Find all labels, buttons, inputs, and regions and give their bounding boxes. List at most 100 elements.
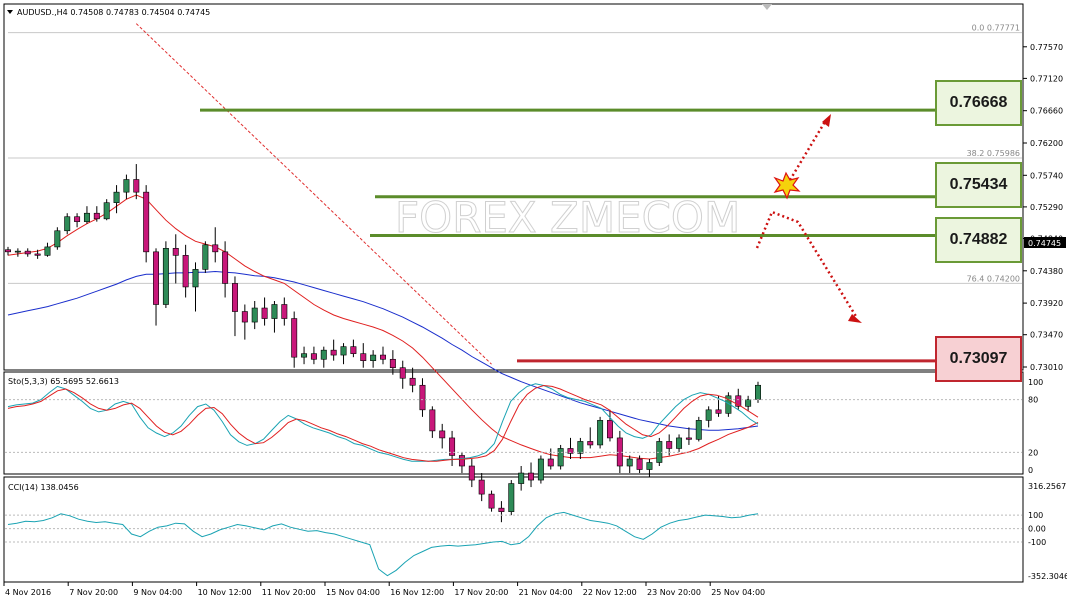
- current-price-label: 0.74745: [1028, 239, 1061, 248]
- candle-body: [508, 483, 515, 512]
- candle-body: [202, 244, 209, 270]
- candle-body: [755, 384, 761, 400]
- cci-line: 316.2567 100 0.00 -100 -352.3046: [5, 482, 1067, 581]
- candle-body: [310, 353, 317, 360]
- candle-body: [587, 441, 594, 446]
- candle-body: [646, 462, 653, 470]
- price-tick-label: 0.74380: [1030, 267, 1063, 276]
- cci-tick-label: 316.2567: [1028, 482, 1066, 491]
- candle-body: [320, 349, 327, 360]
- candle-body: [498, 507, 505, 512]
- level-box-0-75434: 0.75434: [935, 162, 1022, 208]
- fib-label-1: 38.2 0.75986: [967, 149, 1020, 158]
- candle-body: [557, 448, 564, 467]
- level-box-0-76668: 0.76668: [935, 80, 1022, 126]
- candle-body: [636, 458, 643, 470]
- bullish-arrow-head: [822, 114, 831, 127]
- price-tick-label: 0.77570: [1030, 43, 1063, 52]
- candle-body: [192, 269, 199, 288]
- scroll-marker-icon[interactable]: [762, 4, 772, 10]
- price-tick-label: 0.76200: [1030, 139, 1063, 148]
- level-box-0-74882: 0.74882: [935, 217, 1022, 263]
- candle-body: [24, 250, 31, 255]
- candle-body: [528, 472, 535, 481]
- candle-body: [449, 437, 456, 456]
- cci-tick-label: -100: [1028, 538, 1046, 547]
- candle-body: [695, 420, 702, 440]
- time-tick-label: 22 Nov 12:00: [583, 588, 637, 597]
- candle-body: [182, 255, 189, 288]
- level-lines: [200, 108, 935, 363]
- symbol-header: AUDUSD.,H4 0.74508 0.74783 0.74504 0.747…: [17, 8, 210, 17]
- candle-body: [123, 179, 130, 193]
- candle-body: [725, 395, 732, 414]
- cci-tick-label: 0.00: [1028, 525, 1046, 534]
- price-tick-label: 0.73920: [1030, 299, 1063, 308]
- candles-layer: [5, 164, 761, 523]
- fibonacci-layer: 0.0 0.77771 38.2 0.75986 76.4 0.74200: [8, 23, 1022, 365]
- candle-body: [330, 349, 337, 356]
- candle-body: [172, 248, 179, 256]
- candle-body: [537, 458, 544, 481]
- time-tick-label: 16 Nov 12:00: [390, 588, 444, 597]
- candle-body: [261, 307, 268, 319]
- stochastic-title: Sto(5,3,3) 65.5695 52.6613: [8, 377, 119, 386]
- candle-body: [5, 249, 11, 253]
- candle-body: [340, 346, 347, 356]
- candle-body: [705, 409, 712, 421]
- stoch-tick-label: 100: [1028, 378, 1043, 387]
- stoch-tick-label: 20: [1028, 448, 1038, 457]
- fib-label-0: 0.0 0.77771: [972, 24, 1020, 33]
- collapse-arrow-icon[interactable]: [7, 10, 13, 14]
- candle-body: [597, 420, 604, 446]
- candle-body: [74, 216, 81, 222]
- price-tick-label: 0.75740: [1030, 171, 1063, 180]
- candle-body: [458, 455, 465, 467]
- candle-body: [735, 395, 742, 407]
- candle-body: [162, 248, 169, 305]
- candle-body: [488, 493, 495, 509]
- price-tick-label: 0.73010: [1030, 363, 1063, 372]
- candle-body: [301, 353, 308, 358]
- candle-body: [241, 311, 248, 323]
- candle-body: [547, 458, 554, 467]
- candle-body: [113, 191, 120, 203]
- candle-body: [715, 409, 722, 414]
- time-tick-label: 25 Nov 04:00: [711, 588, 765, 597]
- candle-body: [350, 346, 357, 354]
- stoch-k-line: [7, 383, 759, 462]
- time-tick-label: 21 Nov 04:00: [519, 588, 573, 597]
- stochastic-pane: [3, 371, 1024, 475]
- candle-body: [685, 437, 692, 440]
- projection-arrows: [755, 114, 862, 323]
- time-tick-label: 10 Nov 12:00: [198, 588, 252, 597]
- candle-body: [606, 420, 613, 439]
- main-pane: [3, 3, 1024, 371]
- ma-slow-line: [7, 270, 759, 431]
- candle-body: [577, 441, 584, 454]
- cci-tick-label: -352.3046: [1028, 572, 1067, 581]
- bearish-arrow-head: [848, 314, 862, 323]
- candle-body: [429, 409, 436, 432]
- candle-body: [103, 202, 110, 220]
- moving-averages: [7, 194, 759, 460]
- candle-body: [291, 318, 298, 358]
- bullish-arrow-path: [788, 119, 828, 181]
- price-tick-label: 0.77120: [1030, 74, 1063, 83]
- candle-body: [64, 216, 71, 232]
- candle-body: [212, 244, 219, 253]
- stoch-d-line: [7, 384, 759, 462]
- candle-body: [133, 179, 140, 193]
- candle-body: [419, 384, 426, 411]
- candle-body: [14, 250, 21, 253]
- candle-body: [626, 458, 633, 467]
- candle-body: [567, 448, 574, 454]
- stoch-tick-label: 0: [1028, 466, 1033, 475]
- candle-body: [34, 253, 41, 256]
- time-tick-label: 4 Nov 2016: [5, 588, 51, 597]
- time-tick-label: 23 Nov 20:00: [647, 588, 701, 597]
- candle-body: [360, 353, 367, 361]
- price-tick-label: 0.73470: [1030, 331, 1063, 340]
- candle-body: [409, 377, 416, 386]
